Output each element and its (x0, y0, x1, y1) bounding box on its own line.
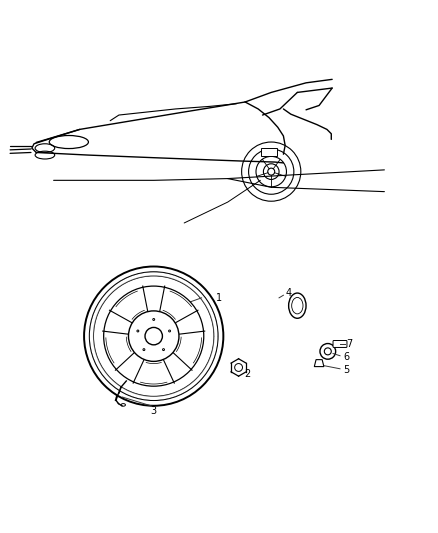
Circle shape (143, 349, 145, 351)
Text: 3: 3 (151, 406, 157, 416)
Text: 2: 2 (244, 369, 251, 379)
Circle shape (235, 364, 243, 372)
Text: 7: 7 (346, 339, 353, 349)
Circle shape (169, 330, 170, 332)
Text: 1: 1 (216, 293, 222, 303)
Circle shape (145, 327, 162, 345)
Circle shape (128, 311, 179, 361)
Polygon shape (314, 360, 324, 367)
Circle shape (137, 330, 139, 332)
FancyBboxPatch shape (261, 148, 277, 156)
Ellipse shape (289, 293, 306, 318)
Circle shape (324, 348, 331, 355)
Circle shape (104, 286, 204, 386)
Circle shape (153, 319, 155, 320)
FancyBboxPatch shape (333, 341, 347, 348)
Circle shape (320, 344, 336, 359)
Text: 4: 4 (286, 288, 292, 298)
Circle shape (84, 266, 223, 406)
Text: 6: 6 (343, 352, 349, 362)
Ellipse shape (121, 403, 125, 406)
Circle shape (162, 349, 164, 351)
Text: 5: 5 (343, 365, 349, 375)
